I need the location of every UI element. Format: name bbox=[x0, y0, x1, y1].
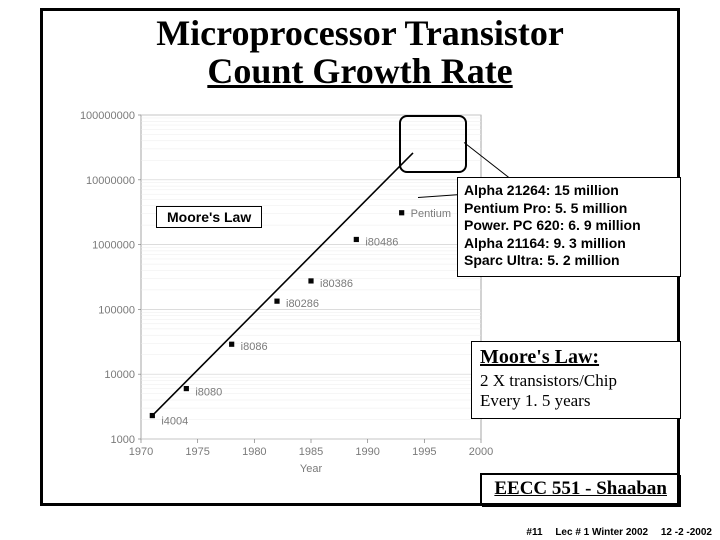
footer-lecture: Lec # 1 Winter 2002 bbox=[555, 527, 648, 538]
svg-text:1985: 1985 bbox=[299, 446, 323, 458]
svg-text:1000: 1000 bbox=[111, 434, 135, 446]
slide-frame: Microprocessor Transistor Count Growth R… bbox=[40, 8, 680, 506]
title-line-2: Count Growth Rate bbox=[207, 51, 512, 91]
law-line: 2 X transistors/Chip bbox=[480, 371, 672, 391]
svg-text:10000000: 10000000 bbox=[86, 175, 135, 187]
svg-text:10000: 10000 bbox=[104, 369, 135, 381]
info-line: Pentium Pro: 5. 5 million bbox=[464, 200, 674, 218]
footer-main: EECC 551 - Shaaban bbox=[480, 473, 679, 505]
info-line: Alpha 21164: 9. 3 million bbox=[464, 235, 674, 253]
moores-law-label-box: Moore's Law bbox=[156, 206, 262, 228]
footer-date: 12 -2 -2002 bbox=[661, 527, 712, 538]
svg-text:1975: 1975 bbox=[185, 446, 209, 458]
slide-title: Microprocessor Transistor Count Growth R… bbox=[43, 15, 677, 91]
title-line-1: Microprocessor Transistor bbox=[156, 13, 564, 53]
svg-text:100000000: 100000000 bbox=[80, 110, 135, 122]
svg-text:Year: Year bbox=[300, 463, 323, 475]
svg-text:i4004: i4004 bbox=[161, 416, 188, 428]
cpu-info-box: Alpha 21264: 15 million Pentium Pro: 5. … bbox=[457, 177, 681, 277]
svg-text:2000: 2000 bbox=[469, 446, 493, 458]
law-line: Every 1. 5 years bbox=[480, 391, 672, 411]
svg-text:1990: 1990 bbox=[355, 446, 379, 458]
svg-text:1970: 1970 bbox=[129, 446, 153, 458]
svg-text:i8080: i8080 bbox=[195, 387, 222, 399]
svg-text:i80386: i80386 bbox=[320, 278, 353, 290]
footer-sub: #11 Lec # 1 Winter 2002 12 -2 -2002 bbox=[516, 527, 712, 538]
info-line: Sparc Ultra: 5. 2 million bbox=[464, 252, 674, 270]
svg-text:i8086: i8086 bbox=[241, 341, 268, 353]
svg-text:i80486: i80486 bbox=[365, 236, 398, 248]
svg-text:1980: 1980 bbox=[242, 446, 266, 458]
info-line: Power. PC 620: 6. 9 million bbox=[464, 217, 674, 235]
svg-text:Pentium: Pentium bbox=[411, 208, 451, 220]
svg-text:1995: 1995 bbox=[412, 446, 436, 458]
svg-text:i80286: i80286 bbox=[286, 298, 319, 310]
info-line: Alpha 21264: 15 million bbox=[464, 182, 674, 200]
law-box: Moore's Law: 2 X transistors/Chip Every … bbox=[471, 341, 681, 419]
callout-rect bbox=[399, 115, 467, 173]
svg-text:1000000: 1000000 bbox=[92, 240, 135, 252]
law-heading: Moore's Law: bbox=[480, 346, 672, 369]
footer-page: #11 bbox=[526, 527, 542, 538]
svg-text:100000: 100000 bbox=[98, 304, 135, 316]
